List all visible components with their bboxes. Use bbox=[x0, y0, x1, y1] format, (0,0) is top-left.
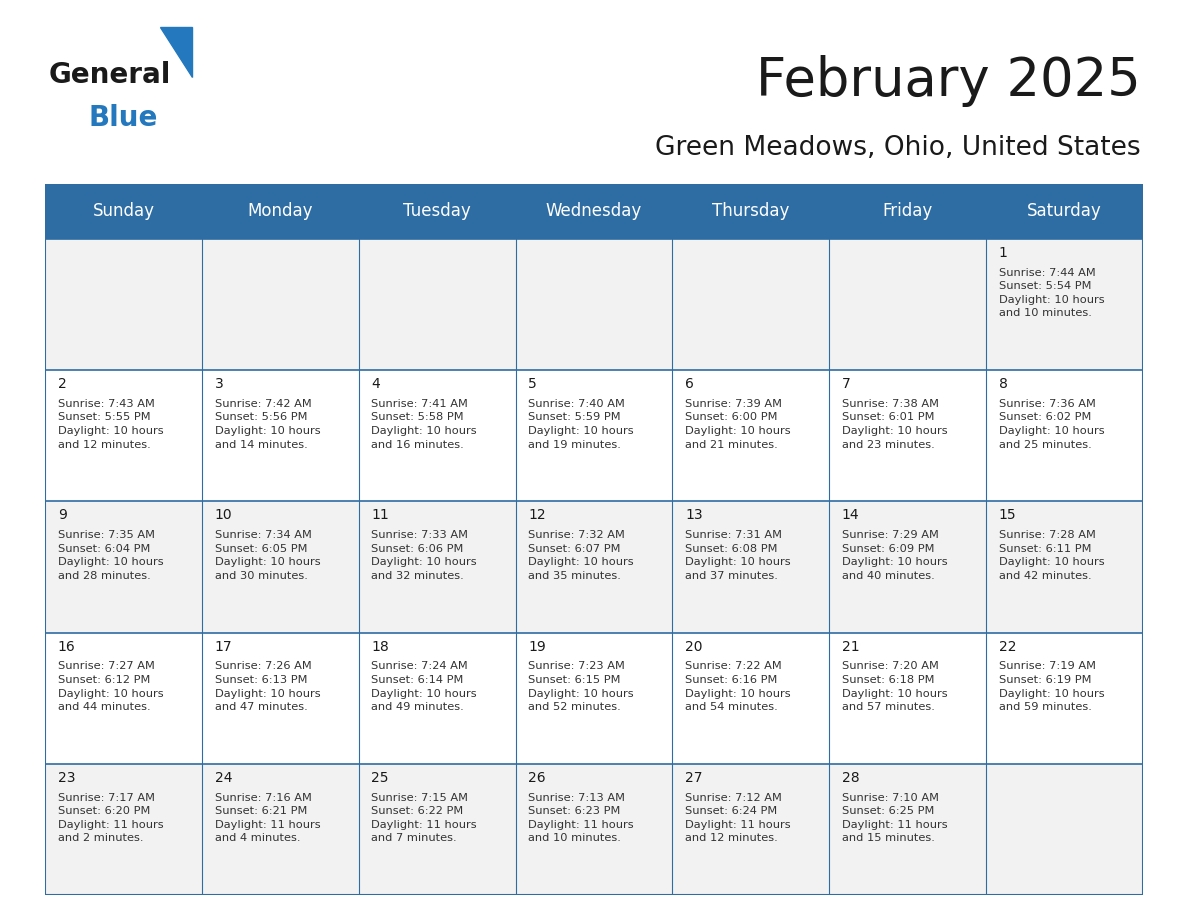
Text: Sunrise: 7:40 AM
Sunset: 5:59 PM
Daylight: 10 hours
and 19 minutes.: Sunrise: 7:40 AM Sunset: 5:59 PM Dayligh… bbox=[529, 399, 633, 450]
Text: 24: 24 bbox=[215, 771, 232, 785]
Text: 14: 14 bbox=[842, 509, 859, 522]
Bar bbox=[45, 633, 1143, 764]
Text: 23: 23 bbox=[58, 771, 75, 785]
Text: 2: 2 bbox=[58, 377, 67, 391]
Text: Saturday: Saturday bbox=[1028, 202, 1101, 220]
Text: Sunrise: 7:27 AM
Sunset: 6:12 PM
Daylight: 10 hours
and 44 minutes.: Sunrise: 7:27 AM Sunset: 6:12 PM Dayligh… bbox=[58, 661, 163, 712]
Text: 10: 10 bbox=[215, 509, 232, 522]
Text: Friday: Friday bbox=[883, 202, 933, 220]
Text: 15: 15 bbox=[999, 509, 1016, 522]
Text: 27: 27 bbox=[685, 771, 702, 785]
Text: 3: 3 bbox=[215, 377, 223, 391]
Text: 8: 8 bbox=[999, 377, 1007, 391]
Text: Sunrise: 7:12 AM
Sunset: 6:24 PM
Daylight: 11 hours
and 12 minutes.: Sunrise: 7:12 AM Sunset: 6:24 PM Dayligh… bbox=[685, 792, 790, 844]
Text: Tuesday: Tuesday bbox=[403, 202, 472, 220]
Text: Sunday: Sunday bbox=[93, 202, 154, 220]
Text: Sunrise: 7:26 AM
Sunset: 6:13 PM
Daylight: 10 hours
and 47 minutes.: Sunrise: 7:26 AM Sunset: 6:13 PM Dayligh… bbox=[215, 661, 320, 712]
Text: 25: 25 bbox=[372, 771, 388, 785]
Text: Sunrise: 7:13 AM
Sunset: 6:23 PM
Daylight: 11 hours
and 10 minutes.: Sunrise: 7:13 AM Sunset: 6:23 PM Dayligh… bbox=[529, 792, 633, 844]
Text: Sunrise: 7:10 AM
Sunset: 6:25 PM
Daylight: 11 hours
and 15 minutes.: Sunrise: 7:10 AM Sunset: 6:25 PM Dayligh… bbox=[842, 792, 947, 844]
Text: 13: 13 bbox=[685, 509, 702, 522]
Text: Wednesday: Wednesday bbox=[545, 202, 643, 220]
Bar bbox=[45, 501, 1143, 633]
Text: Sunrise: 7:41 AM
Sunset: 5:58 PM
Daylight: 10 hours
and 16 minutes.: Sunrise: 7:41 AM Sunset: 5:58 PM Dayligh… bbox=[372, 399, 476, 450]
Text: 1: 1 bbox=[999, 246, 1007, 260]
Text: 4: 4 bbox=[372, 377, 380, 391]
Text: Blue: Blue bbox=[89, 104, 158, 132]
Text: Sunrise: 7:44 AM
Sunset: 5:54 PM
Daylight: 10 hours
and 10 minutes.: Sunrise: 7:44 AM Sunset: 5:54 PM Dayligh… bbox=[999, 268, 1104, 319]
Text: Sunrise: 7:34 AM
Sunset: 6:05 PM
Daylight: 10 hours
and 30 minutes.: Sunrise: 7:34 AM Sunset: 6:05 PM Dayligh… bbox=[215, 530, 320, 581]
Text: 16: 16 bbox=[58, 640, 76, 654]
Text: 12: 12 bbox=[529, 509, 545, 522]
Text: Sunrise: 7:42 AM
Sunset: 5:56 PM
Daylight: 10 hours
and 14 minutes.: Sunrise: 7:42 AM Sunset: 5:56 PM Dayligh… bbox=[215, 399, 320, 450]
Text: Sunrise: 7:29 AM
Sunset: 6:09 PM
Daylight: 10 hours
and 40 minutes.: Sunrise: 7:29 AM Sunset: 6:09 PM Dayligh… bbox=[842, 530, 947, 581]
Text: Sunrise: 7:17 AM
Sunset: 6:20 PM
Daylight: 11 hours
and 2 minutes.: Sunrise: 7:17 AM Sunset: 6:20 PM Dayligh… bbox=[58, 792, 163, 844]
Text: Sunrise: 7:38 AM
Sunset: 6:01 PM
Daylight: 10 hours
and 23 minutes.: Sunrise: 7:38 AM Sunset: 6:01 PM Dayligh… bbox=[842, 399, 947, 450]
Text: Sunrise: 7:33 AM
Sunset: 6:06 PM
Daylight: 10 hours
and 32 minutes.: Sunrise: 7:33 AM Sunset: 6:06 PM Dayligh… bbox=[372, 530, 476, 581]
Text: General: General bbox=[49, 61, 171, 89]
Text: 6: 6 bbox=[685, 377, 694, 391]
Text: 11: 11 bbox=[372, 509, 390, 522]
Text: 22: 22 bbox=[999, 640, 1016, 654]
Text: 5: 5 bbox=[529, 377, 537, 391]
Text: Sunrise: 7:28 AM
Sunset: 6:11 PM
Daylight: 10 hours
and 42 minutes.: Sunrise: 7:28 AM Sunset: 6:11 PM Dayligh… bbox=[999, 530, 1104, 581]
Text: Sunrise: 7:16 AM
Sunset: 6:21 PM
Daylight: 11 hours
and 4 minutes.: Sunrise: 7:16 AM Sunset: 6:21 PM Dayligh… bbox=[215, 792, 320, 844]
Bar bbox=[45, 764, 1143, 895]
Text: 21: 21 bbox=[842, 640, 859, 654]
Text: Sunrise: 7:35 AM
Sunset: 6:04 PM
Daylight: 10 hours
and 28 minutes.: Sunrise: 7:35 AM Sunset: 6:04 PM Dayligh… bbox=[58, 530, 163, 581]
Text: Sunrise: 7:43 AM
Sunset: 5:55 PM
Daylight: 10 hours
and 12 minutes.: Sunrise: 7:43 AM Sunset: 5:55 PM Dayligh… bbox=[58, 399, 163, 450]
Text: 28: 28 bbox=[842, 771, 859, 785]
Text: February 2025: February 2025 bbox=[756, 55, 1140, 107]
Text: Sunrise: 7:19 AM
Sunset: 6:19 PM
Daylight: 10 hours
and 59 minutes.: Sunrise: 7:19 AM Sunset: 6:19 PM Dayligh… bbox=[999, 661, 1104, 712]
Text: 20: 20 bbox=[685, 640, 702, 654]
Bar bbox=[45, 239, 1143, 370]
Text: Sunrise: 7:39 AM
Sunset: 6:00 PM
Daylight: 10 hours
and 21 minutes.: Sunrise: 7:39 AM Sunset: 6:00 PM Dayligh… bbox=[685, 399, 790, 450]
Text: 9: 9 bbox=[58, 509, 67, 522]
Text: 18: 18 bbox=[372, 640, 390, 654]
Text: Sunrise: 7:22 AM
Sunset: 6:16 PM
Daylight: 10 hours
and 54 minutes.: Sunrise: 7:22 AM Sunset: 6:16 PM Dayligh… bbox=[685, 661, 790, 712]
Bar bbox=[45, 370, 1143, 501]
Text: Sunrise: 7:36 AM
Sunset: 6:02 PM
Daylight: 10 hours
and 25 minutes.: Sunrise: 7:36 AM Sunset: 6:02 PM Dayligh… bbox=[999, 399, 1104, 450]
Text: Sunrise: 7:20 AM
Sunset: 6:18 PM
Daylight: 10 hours
and 57 minutes.: Sunrise: 7:20 AM Sunset: 6:18 PM Dayligh… bbox=[842, 661, 947, 712]
Text: 7: 7 bbox=[842, 377, 851, 391]
Polygon shape bbox=[160, 27, 191, 77]
Text: Sunrise: 7:32 AM
Sunset: 6:07 PM
Daylight: 10 hours
and 35 minutes.: Sunrise: 7:32 AM Sunset: 6:07 PM Dayligh… bbox=[529, 530, 633, 581]
Text: Thursday: Thursday bbox=[712, 202, 790, 220]
Text: Green Meadows, Ohio, United States: Green Meadows, Ohio, United States bbox=[655, 135, 1140, 162]
Text: Sunrise: 7:23 AM
Sunset: 6:15 PM
Daylight: 10 hours
and 52 minutes.: Sunrise: 7:23 AM Sunset: 6:15 PM Dayligh… bbox=[529, 661, 633, 712]
Text: Sunrise: 7:24 AM
Sunset: 6:14 PM
Daylight: 10 hours
and 49 minutes.: Sunrise: 7:24 AM Sunset: 6:14 PM Dayligh… bbox=[372, 661, 476, 712]
Text: Sunrise: 7:15 AM
Sunset: 6:22 PM
Daylight: 11 hours
and 7 minutes.: Sunrise: 7:15 AM Sunset: 6:22 PM Dayligh… bbox=[372, 792, 476, 844]
Text: 26: 26 bbox=[529, 771, 545, 785]
Text: Sunrise: 7:31 AM
Sunset: 6:08 PM
Daylight: 10 hours
and 37 minutes.: Sunrise: 7:31 AM Sunset: 6:08 PM Dayligh… bbox=[685, 530, 790, 581]
Bar bbox=[45, 184, 1143, 239]
Text: Monday: Monday bbox=[247, 202, 314, 220]
Text: 17: 17 bbox=[215, 640, 232, 654]
Text: 19: 19 bbox=[529, 640, 546, 654]
